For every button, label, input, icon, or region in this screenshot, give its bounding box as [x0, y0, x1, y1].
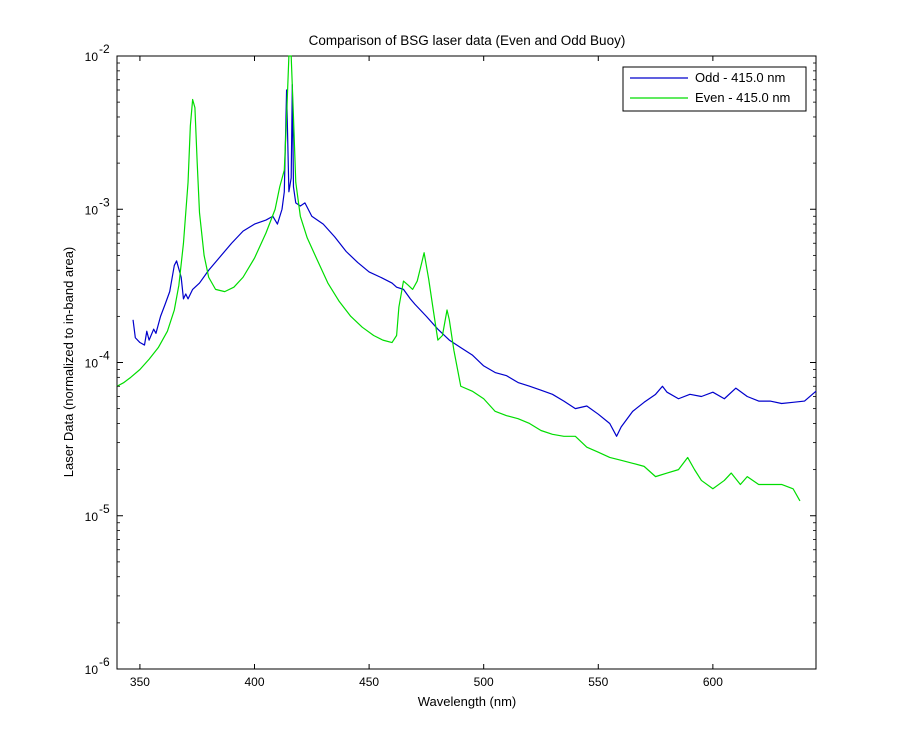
y-tick-exponent: -2 [99, 42, 110, 56]
x-tick-label: 500 [474, 675, 494, 689]
x-tick-label: 400 [244, 675, 264, 689]
legend-label-odd: Odd - 415.0 nm [695, 70, 785, 85]
y-tick-label: 10 [85, 357, 99, 371]
x-tick-label: 350 [130, 675, 150, 689]
legend: Odd - 415.0 nm Even - 415.0 nm [622, 66, 807, 112]
legend-label-even: Even - 415.0 nm [695, 90, 790, 105]
series-line-odd [132, 84, 817, 437]
series-line-even [116, 55, 801, 502]
y-axis-label: Laser Data (normalized to in-band area) [61, 247, 76, 478]
chart-title: Comparison of BSG laser data (Even and O… [309, 33, 626, 48]
x-tick-label: 450 [359, 675, 379, 689]
y-tick-label: 10 [85, 203, 99, 217]
y-tick-label: 10 [85, 663, 99, 677]
x-axis-label: Wavelength (nm) [418, 694, 517, 709]
legend-box [622, 66, 807, 112]
y-tick-exponent: -5 [99, 502, 110, 516]
x-axis-ticks: 350 400 450 500 550 600 [130, 56, 723, 689]
y-tick-exponent: -4 [99, 349, 110, 363]
series-layer [116, 55, 817, 502]
y-tick-exponent: -3 [99, 195, 110, 209]
y-tick-exponent: -6 [99, 655, 110, 669]
plot-frame [116, 55, 817, 670]
y-axis-ticks: 10-610-510-410-310-2 [85, 42, 816, 677]
x-tick-label: 600 [703, 675, 723, 689]
x-tick-label: 550 [588, 675, 608, 689]
plot-area: 350 400 450 500 550 600 10-610-510-410-310-2 [85, 42, 817, 689]
y-tick-label: 10 [85, 50, 99, 64]
y-tick-label: 10 [85, 510, 99, 524]
